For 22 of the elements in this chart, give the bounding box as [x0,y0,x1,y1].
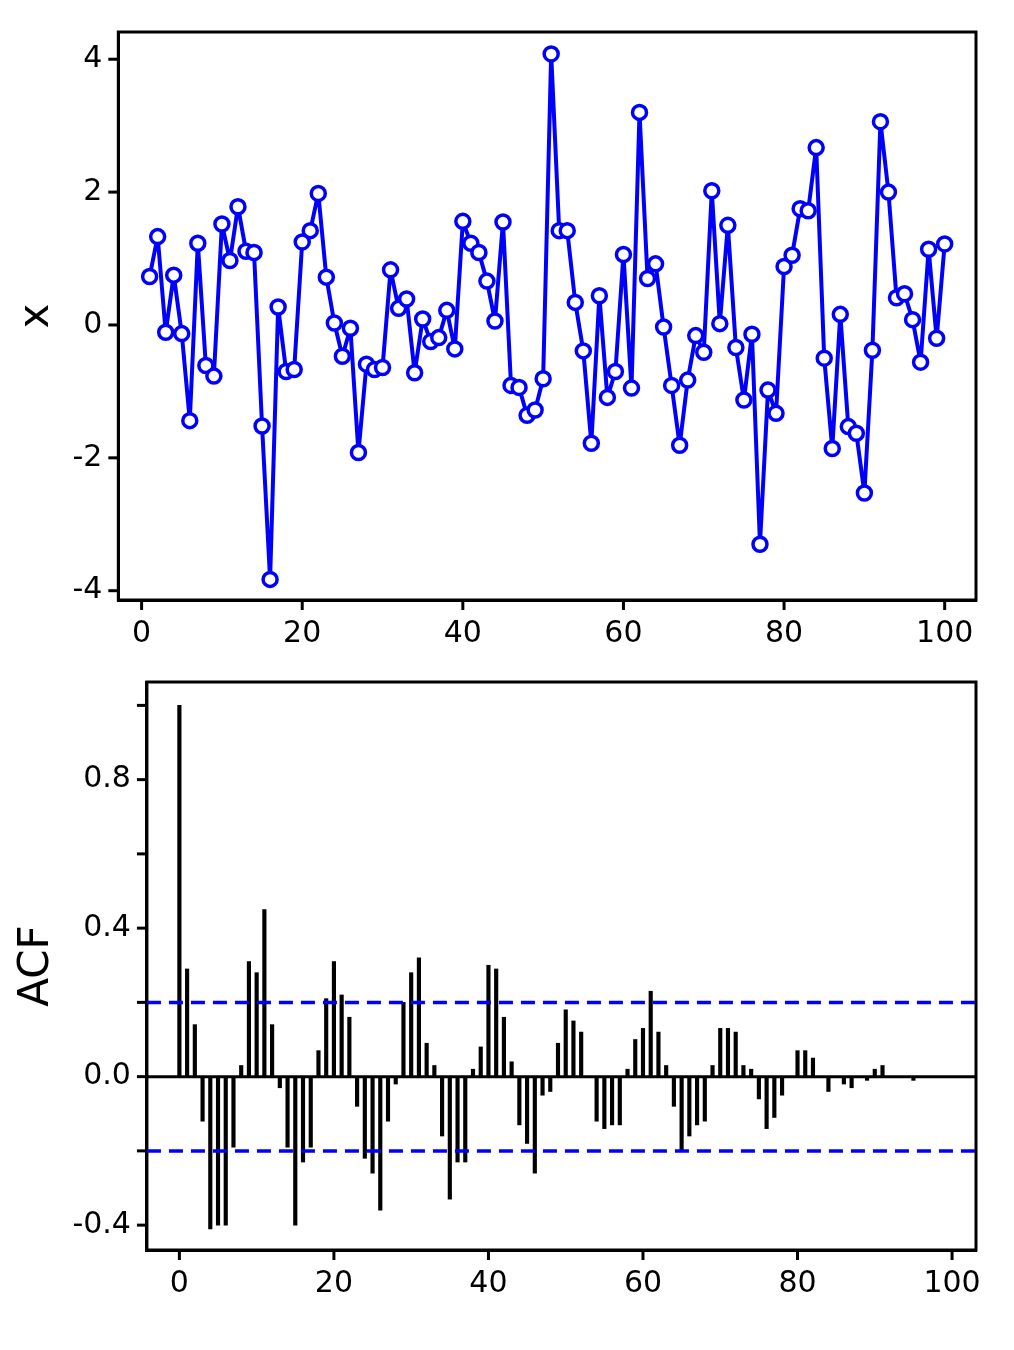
x-tick-label: 20 [314,1263,354,1299]
y-axis-title: x [9,303,59,329]
x-tick-label: 60 [623,1263,663,1299]
x-tick-label: 80 [778,1263,817,1299]
x-tick-label: 100 [923,1263,981,1299]
y-axis-title: ACF [9,925,59,1007]
x-tick-label: 80 [764,613,804,649]
y-tick-label: -4 [72,570,103,606]
y-tick-label: -0.4 [72,1204,131,1240]
y-tick-label: -2 [72,437,103,473]
y-tick-label: 0.8 [83,759,131,795]
y-tick-label: 0.4 [83,907,131,943]
x-tick-label: 100 [916,613,974,649]
x-tick-label: 40 [469,1263,508,1299]
y-tick-label: 0.0 [83,1056,131,1092]
y-tick-label: 0 [83,304,103,340]
x-tick-label: 40 [443,613,482,649]
x-tick-label: 60 [604,613,643,649]
y-tick-label: 2 [83,171,103,207]
x-tick-label: 20 [283,613,322,649]
x-tick-label: 0 [169,1263,189,1299]
y-tick-label: 4 [83,39,103,75]
